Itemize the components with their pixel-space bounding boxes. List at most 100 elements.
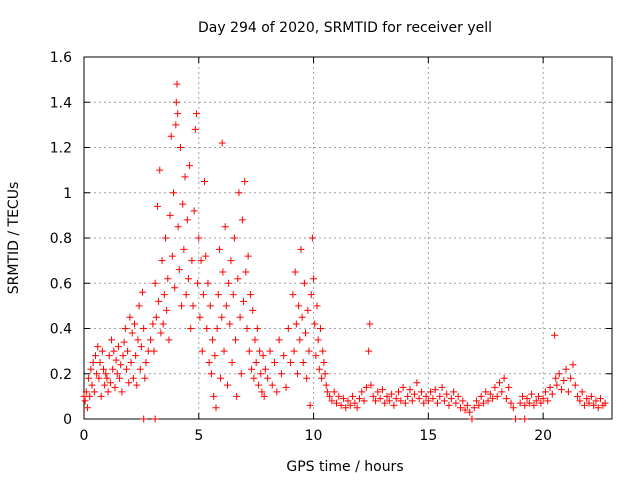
data-point (266, 347, 274, 355)
data-point (240, 297, 248, 305)
data-point (429, 395, 437, 403)
data-point (150, 347, 158, 355)
data-point (158, 257, 166, 265)
data-point (544, 397, 552, 405)
data-point (319, 347, 327, 355)
data-point (97, 392, 105, 400)
data-point (94, 343, 102, 351)
data-point (204, 279, 212, 287)
data-point (260, 392, 268, 400)
data-point (291, 268, 299, 276)
data-point (171, 284, 179, 292)
data-point (541, 388, 549, 396)
data-point (567, 374, 575, 382)
data-point (385, 397, 393, 405)
data-point (509, 404, 517, 412)
data-point (351, 399, 359, 407)
data-point (174, 110, 182, 118)
data-point (110, 347, 118, 355)
data-point (477, 392, 485, 400)
x-tick-label: 5 (194, 428, 203, 444)
data-point (196, 313, 204, 321)
data-point (161, 234, 169, 242)
data-point (369, 392, 377, 400)
data-point (251, 336, 259, 344)
data-point (206, 302, 214, 310)
data-point (189, 302, 197, 310)
data-point (571, 381, 579, 389)
data-point (395, 388, 403, 396)
data-point (172, 121, 180, 129)
data-point (378, 386, 386, 394)
data-point (142, 358, 150, 366)
data-point (170, 189, 178, 197)
data-point (337, 401, 345, 409)
data-point (374, 388, 382, 396)
data-point (219, 268, 227, 276)
data-point (242, 268, 250, 276)
y-tick-label: 0.8 (50, 231, 72, 247)
data-point (290, 347, 298, 355)
data-point (304, 306, 312, 314)
data-point (321, 370, 329, 378)
data-point (176, 144, 184, 151)
data-point (103, 374, 111, 382)
y-tick-label: 1.4 (50, 95, 72, 111)
data-point (122, 365, 130, 373)
data-point (434, 399, 442, 407)
data-point (532, 397, 540, 405)
data-point (535, 392, 543, 400)
data-point (214, 291, 222, 299)
data-point (461, 406, 469, 414)
data-point (548, 390, 556, 398)
data-point (346, 401, 354, 409)
data-point (85, 374, 93, 382)
data-point (601, 399, 609, 407)
data-point (574, 392, 582, 400)
data-point (156, 166, 164, 174)
data-point (454, 392, 462, 400)
data-point (585, 399, 593, 407)
data-point (390, 401, 398, 409)
data-point (424, 397, 432, 405)
data-point (323, 388, 331, 396)
data-point (587, 392, 595, 400)
data-point (243, 325, 251, 332)
data-point (404, 392, 412, 400)
data-point (118, 388, 126, 396)
data-point (164, 275, 172, 283)
data-point (112, 356, 120, 364)
data-point (140, 415, 148, 423)
data-point (195, 234, 203, 242)
data-point (353, 404, 361, 412)
data-point (117, 361, 125, 369)
data-point (230, 234, 238, 242)
y-tick-label: 1.6 (50, 50, 72, 66)
data-point (248, 365, 256, 373)
data-point (293, 370, 301, 378)
data-point (521, 415, 529, 423)
data-point (555, 370, 563, 378)
data-point (88, 381, 96, 389)
data-point (326, 392, 334, 400)
data-point (335, 392, 343, 400)
data-point (81, 397, 89, 405)
data-point (178, 302, 186, 310)
data-point (129, 374, 137, 382)
data-point (320, 358, 328, 366)
data-point (297, 245, 305, 253)
data-point (220, 347, 228, 355)
data-point (157, 329, 165, 337)
data-point (198, 347, 206, 355)
data-point (173, 80, 181, 88)
data-point (496, 379, 504, 387)
data-point (104, 388, 112, 396)
data-point (211, 352, 219, 360)
data-point (493, 392, 501, 400)
data-point (111, 383, 119, 391)
data-point (562, 365, 570, 373)
data-point (463, 401, 471, 409)
data-point (163, 306, 171, 314)
data-point (194, 279, 202, 287)
data-point (234, 275, 242, 283)
